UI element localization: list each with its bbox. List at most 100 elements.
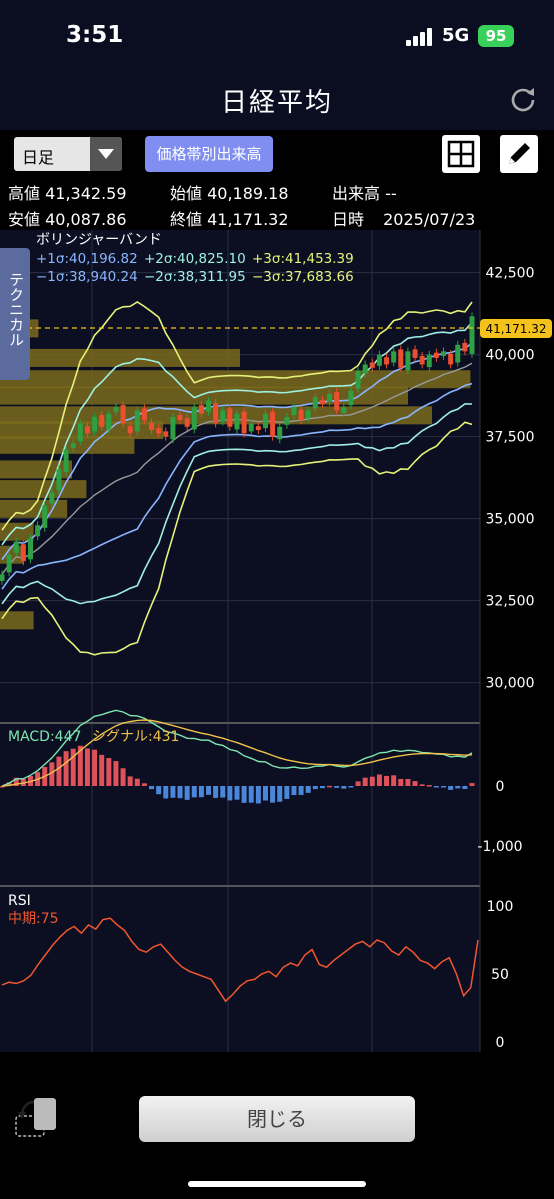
candle-body — [412, 349, 418, 358]
pencil-icon[interactable] — [500, 135, 538, 173]
volume-value: -- — [385, 184, 397, 203]
volume-by-price-bar — [0, 499, 68, 518]
candle-body — [99, 414, 105, 427]
macd-histogram-bar — [462, 786, 468, 789]
macd-histogram-bar — [170, 786, 176, 798]
rotate-screen-icon[interactable] — [14, 1094, 60, 1140]
volume-by-price-bar — [0, 611, 34, 630]
macd-histogram-bar — [469, 783, 475, 786]
candle-body — [106, 413, 112, 430]
macd-histogram-bar — [441, 786, 447, 788]
open-row: 始値 40,189.18 — [170, 180, 289, 204]
candle-body — [27, 538, 33, 560]
price-chart[interactable]: 42,50040,00037,50035,00032,50030,00005/0… — [0, 230, 554, 1052]
bollinger-minus2-line — [1, 403, 473, 605]
macd-histogram-bar — [384, 775, 390, 786]
macd-histogram-bar — [106, 758, 112, 786]
refresh-icon[interactable] — [508, 84, 538, 114]
candle-body — [419, 355, 425, 365]
candle-body — [234, 413, 240, 430]
title-bar: 日経平均 — [0, 68, 554, 130]
volume-by-price-bar — [0, 370, 471, 389]
price-tick-label: 35,000 — [486, 512, 535, 528]
candle-body — [92, 416, 98, 432]
candle-body — [170, 416, 176, 440]
candle-body — [198, 405, 204, 414]
macd-label: MACD:447 — [8, 729, 81, 745]
macd-histogram-bar — [376, 774, 382, 786]
rsi-mid-label: 中期:75 — [8, 911, 59, 927]
axis-labels: 42,50040,00037,50035,00032,50030,00005/0… — [486, 266, 535, 692]
close-button[interactable]: 閉じる — [139, 1096, 415, 1142]
price-tick-label: 40,000 — [486, 348, 535, 364]
grid-icon[interactable] — [442, 135, 480, 173]
macd-histogram-bar — [455, 786, 461, 789]
candle-body — [113, 407, 119, 412]
signal-icon — [406, 28, 434, 46]
macd-histogram-bar — [277, 786, 283, 802]
macd-signal-label: シグナル:431 — [92, 729, 179, 745]
candle-body — [305, 410, 311, 419]
macd-histogram-bar — [405, 779, 411, 786]
volume-row: 出来高 -- — [332, 180, 397, 204]
macd-histogram-bar — [234, 786, 240, 800]
macd-histogram-bar — [412, 781, 418, 786]
candle-body — [376, 354, 382, 366]
volume-by-price-bar — [0, 386, 408, 405]
macd-histogram-bar — [156, 786, 162, 795]
macd-panel: 0 -1,000 — [0, 709, 523, 855]
candle-body — [77, 423, 83, 442]
macd-histogram-bar — [348, 786, 354, 788]
technical-side-tab[interactable]: テクニカル — [0, 248, 30, 380]
price-tick-label: 37,500 — [486, 430, 535, 446]
candle-body — [362, 364, 368, 374]
rsi-tick-label: 100 — [487, 899, 514, 915]
macd-histogram-bar — [113, 761, 119, 786]
macd-histogram-bar — [163, 786, 169, 799]
volume-by-price-bar — [0, 435, 135, 454]
macd-histogram-bar — [391, 775, 397, 786]
bollinger-plus1-line — [1, 342, 473, 561]
price-tick-label: 30,000 — [486, 676, 535, 692]
home-indicator — [188, 1181, 366, 1187]
bollinger-plus2: +2σ:40,825.10 — [144, 251, 246, 267]
period-select[interactable]: 日足 — [14, 137, 122, 171]
macd-histogram-bar — [398, 778, 404, 786]
close-row: 終値 41,171.32 — [170, 206, 289, 230]
macd-histogram-bar — [298, 786, 304, 795]
volume-by-price-button[interactable]: 価格帯別出来高 — [145, 136, 273, 172]
macd-histogram-bar — [127, 776, 133, 786]
candle-body — [291, 407, 297, 415]
candle-body — [441, 351, 447, 356]
candle-body — [455, 344, 461, 363]
macd-histogram-bar — [270, 786, 276, 803]
candle-body — [469, 316, 475, 354]
high-label: 高値 — [8, 184, 41, 203]
candle-body — [433, 352, 439, 358]
rsi-tick-label: 50 — [491, 967, 509, 983]
status-time: 3:51 — [66, 22, 124, 48]
technical-tab-label: テクニカル — [7, 272, 25, 347]
macd-histogram-bar — [312, 786, 318, 790]
candle-body — [177, 414, 183, 421]
macd-histogram-bar — [220, 786, 226, 798]
bollinger-minus3-line — [1, 421, 473, 656]
battery-icon: 95 — [478, 25, 514, 47]
candle-body — [319, 399, 325, 404]
date-value: 2025/07/23 — [383, 210, 476, 229]
candle-body — [426, 354, 432, 368]
macd-histogram-bar — [319, 786, 325, 789]
macd-histogram-bar — [56, 756, 62, 786]
date-row: 日時 2025/07/23 — [332, 206, 475, 230]
candle-body — [13, 541, 19, 553]
macd-histogram-bar — [433, 786, 439, 788]
candle-body — [369, 362, 375, 368]
volume-by-price-bar — [0, 460, 72, 479]
candle-body — [191, 407, 197, 430]
macd-histogram-bar — [6, 782, 12, 786]
period-select-value: 日足 — [22, 148, 55, 167]
bollinger-title: ボリンジャーバンド — [36, 232, 162, 248]
macd-histogram-bar — [291, 786, 297, 796]
bollinger-bands — [1, 301, 473, 656]
macd-histogram-bar — [241, 786, 247, 803]
